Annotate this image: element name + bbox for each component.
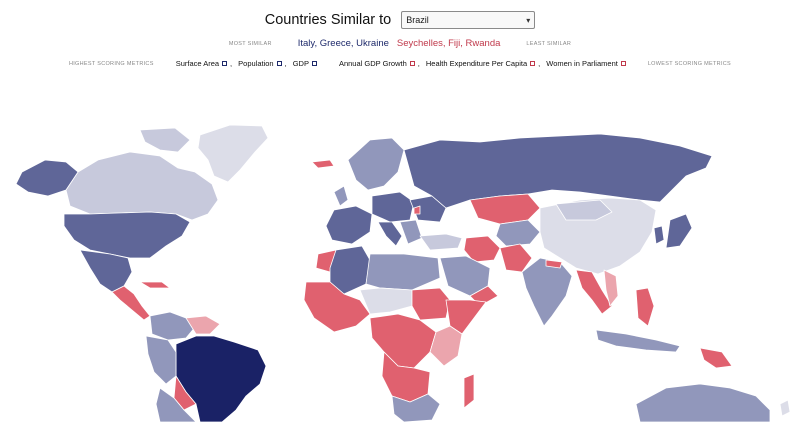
country-usa[interactable]: [63, 211, 191, 259]
country-brazil[interactable]: [175, 335, 267, 422]
metric-checkbox[interactable]: [530, 61, 536, 66]
country-mongolia[interactable]: [555, 199, 613, 221]
country-philippines[interactable]: [635, 287, 655, 327]
metric-checkbox[interactable]: [276, 61, 282, 66]
country-libya-egypt[interactable]: [365, 253, 441, 291]
country-india[interactable]: [521, 257, 573, 327]
country-korea[interactable]: [653, 225, 665, 245]
country-kazakhstan[interactable]: [469, 193, 541, 225]
country-venezuela[interactable]: [185, 315, 221, 335]
country-colombia[interactable]: [149, 311, 197, 341]
country-uk[interactable]: [333, 185, 349, 207]
country-west-africa[interactable]: [303, 281, 371, 333]
country-canada[interactable]: [65, 151, 219, 221]
country-select-value: Brazil: [406, 15, 429, 25]
country-png[interactable]: [699, 347, 733, 369]
country-france-spain[interactable]: [325, 205, 373, 245]
country-italy[interactable]: [377, 221, 403, 247]
country-iran[interactable]: [463, 235, 501, 263]
chevron-down-icon: ▾: [526, 15, 531, 25]
country-russia[interactable]: [403, 133, 713, 209]
world-map: [15, 124, 791, 422]
lowest-metrics-label: LOWEST SCORING METRICS: [647, 60, 732, 67]
country-sahel[interactable]: [359, 287, 413, 315]
country-greenland[interactable]: [197, 124, 269, 183]
similarity-legend: MOST SIMILAR Italy, Greece, Ukraine Seyc…: [0, 38, 800, 49]
country-germany-poland[interactable]: [371, 191, 415, 223]
country-algeria[interactable]: [329, 245, 371, 295]
metric-checkbox[interactable]: [620, 61, 626, 66]
metric-low-0: Annual GDP Growth,: [338, 59, 420, 68]
metric-low-2: Women in Parliament: [546, 59, 626, 68]
country-scandinavia[interactable]: [347, 137, 405, 191]
metric-high-1: Population,: [238, 59, 287, 68]
country-east-africa[interactable]: [429, 325, 463, 367]
metric-checkbox[interactable]: [222, 61, 228, 66]
most-similar-countries: Italy, Greece, Ukraine: [297, 38, 389, 49]
least-similar-label: LEAST SIMILAR: [526, 40, 572, 47]
country-central-america[interactable]: [111, 285, 151, 321]
country-moldova[interactable]: [413, 205, 421, 215]
country-bolivia[interactable]: [173, 375, 197, 411]
metric-checkbox[interactable]: [409, 61, 415, 66]
country-sudan[interactable]: [411, 287, 451, 321]
header: Countries Similar to Brazil ▾: [0, 10, 800, 30]
country-central-asia[interactable]: [495, 219, 541, 247]
country-pakistan-afghanistan[interactable]: [499, 243, 533, 273]
page-title: Countries Similar to: [264, 12, 392, 28]
most-similar-label: MOST SIMILAR: [228, 40, 272, 47]
country-japan[interactable]: [665, 213, 693, 249]
country-turkey[interactable]: [419, 233, 463, 251]
country-myanmar-thailand[interactable]: [575, 269, 613, 315]
country-chile-argentina[interactable]: [155, 387, 197, 422]
metric-high-0: Surface Area,: [175, 59, 233, 68]
metric-high-2: GDP: [293, 59, 317, 68]
metric-low-1: Health Expenditure Per Capita,: [425, 59, 541, 68]
country-vietnam[interactable]: [603, 269, 619, 307]
highest-metrics-label: HIGHEST SCORING METRICS: [68, 60, 154, 67]
country-madagascar[interactable]: [463, 373, 475, 409]
country-nepal[interactable]: [545, 259, 563, 269]
country-select[interactable]: Brazil ▾: [401, 11, 536, 29]
country-iceland[interactable]: [311, 159, 335, 169]
country-cuba[interactable]: [139, 281, 171, 289]
country-peru[interactable]: [145, 335, 177, 385]
country-new-zealand[interactable]: [779, 399, 791, 417]
country-australia[interactable]: [635, 383, 771, 422]
country-central-africa[interactable]: [369, 313, 437, 369]
country-balkans[interactable]: [399, 219, 423, 245]
country-indonesia[interactable]: [595, 329, 681, 353]
country-southern-africa[interactable]: [391, 393, 441, 422]
country-ukraine[interactable]: [409, 195, 447, 223]
country-canada-islands[interactable]: [139, 127, 191, 153]
least-similar-countries: Seychelles, Fiji, Rwanda: [396, 38, 501, 49]
metric-checkbox[interactable]: [311, 61, 317, 66]
country-alaska[interactable]: [15, 159, 79, 197]
metrics-legend: HIGHEST SCORING METRICS Surface Area, Po…: [0, 59, 800, 68]
